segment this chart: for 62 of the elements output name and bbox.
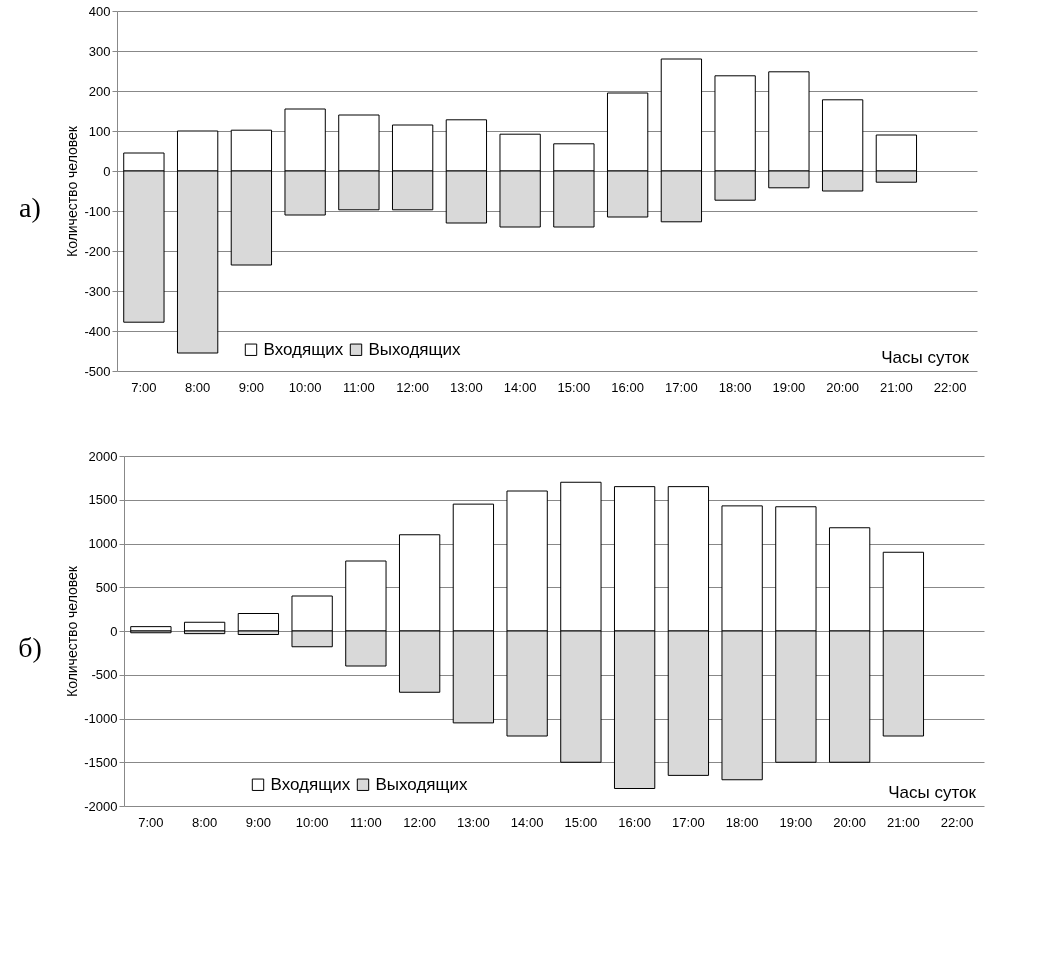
x-tick-label: 16:00 (611, 379, 644, 395)
y-axis-title: Количество человек (64, 565, 81, 697)
x-tick-label: 12:00 (396, 379, 429, 395)
y-tick-label: 0 (103, 163, 111, 179)
y-tick-label: 300 (88, 43, 111, 59)
x-tick-label: 18:00 (725, 814, 759, 830)
x-tick-label: 17:00 (665, 379, 698, 395)
legend-label: Входящих (270, 774, 351, 794)
y-tick-label: 400 (88, 3, 111, 19)
x-tick-label: 7:00 (131, 379, 157, 395)
y-tick-label: 0 (110, 623, 118, 639)
x-tick-label: 22:00 (940, 814, 974, 830)
x-tick-label: 14:00 (503, 379, 537, 395)
x-tick-label: 15:00 (557, 379, 591, 395)
x-tick-label: 9:00 (245, 814, 272, 830)
y-tick-label: -200 (84, 243, 111, 259)
y-tick-label: -100 (84, 203, 111, 219)
x-tick-label: 11:00 (350, 814, 382, 830)
x-tick-label: 8:00 (184, 379, 211, 395)
x-tick-label: 20:00 (833, 814, 866, 830)
x-tick-label: 10:00 (288, 379, 322, 395)
x-tick-label: 7:00 (138, 814, 164, 830)
x-tick-label: 21:00 (887, 814, 920, 830)
x-axis-title: Часы суток (888, 783, 977, 802)
y-tick-label: -500 (84, 363, 111, 379)
legend-label: Входящих (263, 339, 344, 359)
bar (237, 613, 280, 632)
text: б) (17, 631, 43, 664)
x-tick-label: 12:00 (403, 814, 436, 830)
y-tick-label: -1500 (84, 754, 118, 770)
x-tick-label: 16:00 (618, 814, 651, 830)
y-tick-label: -1000 (84, 711, 118, 726)
y-tick-label: -500 (91, 667, 118, 683)
y-tick-label: -300 (84, 283, 111, 299)
x-axis-title: Часы суток (881, 348, 970, 367)
x-tick-label: 18:00 (718, 379, 752, 395)
text: а) (18, 191, 42, 224)
x-tick-label: 17:00 (672, 814, 705, 830)
x-tick-label: 10:00 (295, 814, 329, 830)
x-tick-label: 20:00 (826, 379, 859, 395)
x-tick-label: 8:00 (191, 814, 218, 830)
x-tick-label: 21:00 (880, 379, 913, 395)
y-tick-label: 500 (95, 579, 118, 595)
y-tick-label: 1500 (88, 492, 118, 508)
x-tick-label: 13:00 (457, 814, 490, 830)
x-tick-label: 22:00 (933, 379, 967, 395)
y-axis-title: Количество человек (64, 125, 81, 257)
x-tick-label: 15:00 (564, 814, 598, 830)
x-tick-label: 19:00 (779, 814, 813, 830)
y-tick-label: -2000 (84, 798, 118, 814)
y-tick-label: 200 (88, 83, 111, 99)
x-tick-label: 11:00 (343, 379, 375, 395)
legend-label: Выходящих (368, 339, 462, 359)
x-tick-label: 14:00 (510, 814, 544, 830)
y-tick-label: -400 (84, 323, 111, 339)
y-tick-label: 100 (88, 123, 111, 139)
legend-label: Выходящих (375, 774, 469, 794)
y-tick-label: 2000 (88, 448, 118, 464)
x-tick-label: 19:00 (772, 379, 806, 395)
x-tick-label: 13:00 (450, 379, 483, 395)
y-tick-label: 1000 (88, 536, 118, 551)
x-tick-label: 9:00 (238, 379, 265, 395)
